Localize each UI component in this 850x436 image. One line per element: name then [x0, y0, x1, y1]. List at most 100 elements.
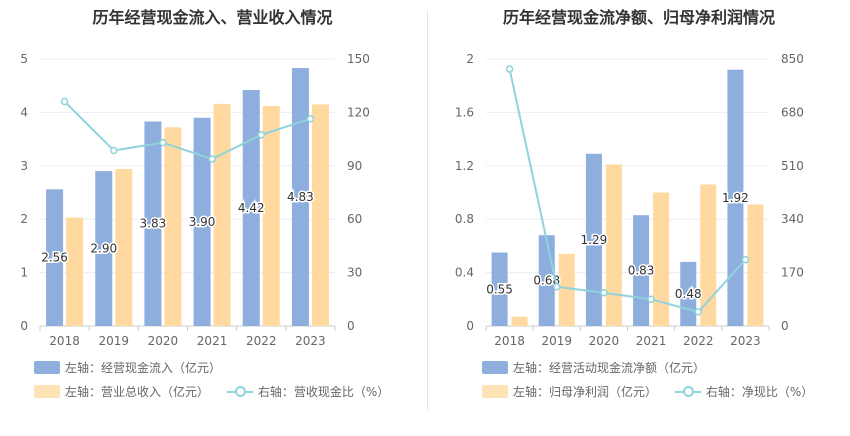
data-label: 2.56 [41, 251, 68, 265]
data-label: 3.83 [140, 217, 167, 231]
bar-series-1 [491, 252, 508, 326]
y-tick-label-right: 150 [347, 52, 370, 66]
y-tick-label-right: 340 [781, 212, 804, 226]
x-tick-label: 2023 [730, 334, 761, 345]
y-tick-label-left: 0.8 [455, 212, 474, 226]
legend-swatch-blue [34, 361, 60, 374]
bar-series-2 [511, 316, 528, 326]
x-tick-label: 2018 [49, 334, 80, 345]
line-point [60, 97, 69, 106]
y-tick-label-left: 5 [20, 52, 28, 66]
bar-series-1 [291, 68, 309, 326]
y-tick-label-right: 120 [347, 105, 370, 119]
bar-series-2 [653, 192, 670, 326]
line-point [647, 295, 655, 304]
legend: 左轴：经营现金流入（亿元） [34, 359, 235, 377]
line-point [110, 146, 118, 155]
y-tick-label-left: 2 [20, 212, 28, 226]
line-point [694, 308, 702, 316]
legend: 左轴：营业总收入（亿元） 右轴：营收现金比（%） [34, 383, 403, 401]
y-tick-label-right: 850 [781, 52, 804, 66]
y-tick-label-left: 2 [466, 52, 474, 66]
legend-item[interactable]: 左轴：经营现金流入（亿元） [34, 359, 221, 376]
y-tick-label-left: 4 [20, 105, 28, 119]
x-tick-label: 2022 [246, 334, 277, 345]
chart-title: 历年经营现金流净额、归母净利润情况 [502, 8, 775, 27]
bar-series-1 [242, 89, 260, 326]
y-tick-label-left: 1.6 [455, 105, 474, 119]
y-tick-label-left: 1 [20, 266, 28, 280]
x-tick-label: 2021 [636, 334, 667, 345]
bar-series-1 [585, 153, 602, 326]
y-tick-label-right: 0 [347, 319, 355, 333]
x-tick-label: 2019 [541, 334, 572, 345]
legend: 左轴：经营活动现金流净额（亿元） [482, 359, 719, 377]
legend-label: 左轴：归母净利润（亿元） [513, 385, 658, 399]
y-tick-label-left: 0 [20, 319, 28, 333]
bar-series-2 [164, 127, 182, 327]
y-tick-label-left: 0.4 [455, 266, 474, 280]
legend-line-swatch [674, 385, 701, 398]
x-tick-label: 2020 [589, 334, 620, 345]
bar-series-2 [262, 105, 280, 326]
data-label: 4.42 [238, 201, 265, 215]
legend-label: 右轴：净现比（%） [705, 385, 814, 399]
bar-series-1 [193, 117, 211, 327]
legend-item[interactable]: 左轴：归母净利润（亿元） [482, 383, 657, 400]
line-series [508, 68, 747, 313]
y-tick-label-left: 0 [466, 319, 474, 333]
legend-swatch-orange [482, 385, 508, 398]
y-tick-label-left: 3 [20, 159, 28, 173]
bar-series-2 [747, 204, 764, 326]
legend-item[interactable]: 右轴：营收现金比（%） [226, 383, 390, 400]
bar-series-2 [311, 104, 329, 326]
x-tick-label: 2023 [295, 334, 326, 345]
legend-label: 左轴：经营活动现金流净额（亿元） [513, 361, 706, 375]
x-tick-label: 2022 [683, 334, 714, 345]
legend-item[interactable]: 左轴：经营活动现金流净额（亿元） [482, 359, 705, 376]
y-tick-label-right: 680 [781, 105, 804, 119]
y-tick-label-right: 170 [781, 266, 804, 280]
x-tick-label: 2018 [494, 334, 525, 345]
data-label: 0.55 [486, 282, 513, 296]
legend-swatch-orange [34, 385, 60, 398]
data-label: 3.90 [189, 215, 216, 229]
legend-item[interactable]: 右轴：净现比（%） [674, 383, 814, 400]
line-point [208, 155, 216, 163]
bar-series-2 [66, 217, 84, 326]
data-label: 1.29 [581, 233, 608, 247]
y-tick-label-right: 510 [781, 159, 804, 173]
bar-series-2 [115, 169, 133, 326]
legend-swatch-blue [482, 361, 508, 374]
data-label: 4.83 [287, 190, 314, 204]
line-point [306, 115, 315, 123]
x-tick-label: 2019 [98, 334, 129, 345]
bar-series-2 [558, 253, 575, 326]
legend-item[interactable]: 左轴：营业总收入（亿元） [34, 383, 209, 400]
bar-series-1 [95, 171, 113, 326]
panel-divider [427, 10, 428, 410]
x-tick-label: 2020 [148, 334, 179, 345]
bar-series-2 [700, 184, 717, 326]
data-label: 0.48 [675, 287, 702, 301]
bar-series-2 [605, 164, 622, 326]
line-point [159, 138, 167, 147]
data-label: 0.83 [628, 264, 655, 278]
line-series [63, 100, 311, 161]
cash-inflow-revenue-chart: 0 0 1 30 2 60 3 90 4 120 5 150 2018 2.56 2019 2.90 2020 3… [20, 52, 370, 345]
bar-series-1 [46, 189, 64, 326]
data-label: 1.92 [722, 191, 749, 205]
y-tick-label-right: 30 [347, 266, 362, 280]
line-point [600, 288, 608, 297]
legend-line-swatch [226, 385, 253, 398]
line-point [257, 131, 265, 139]
y-tick-label-right: 60 [347, 212, 362, 226]
data-label: 2.90 [90, 242, 117, 256]
line-point [741, 255, 750, 264]
y-tick-label-right: 0 [781, 319, 789, 333]
legend-label: 左轴：营业总收入（亿元） [65, 385, 210, 399]
bar-series-1 [727, 69, 744, 327]
net-cashflow-profit-chart: 0 0 0.4 170 0.8 340 1.2 510 1.6 680 2 850 2018 0.55 20… [455, 52, 804, 345]
legend-label: 右轴：营收现金比（%） [257, 385, 390, 399]
